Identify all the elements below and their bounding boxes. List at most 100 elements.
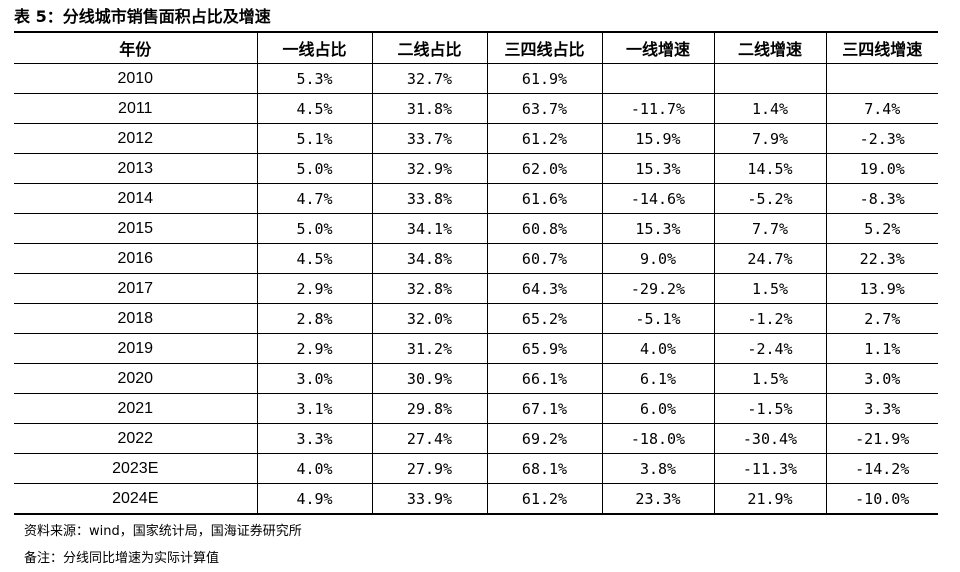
value-cell: 61.6%: [486, 183, 603, 214]
value-cell: 34.1%: [371, 213, 488, 244]
value-cell: 3.3%: [256, 423, 373, 454]
value-cell: 33.9%: [371, 483, 488, 515]
value-cell: 9.0%: [601, 243, 715, 274]
year-cell: 2010: [14, 63, 258, 94]
value-cell: 5.3%: [256, 63, 373, 94]
value-cell: 65.2%: [486, 303, 603, 334]
value-cell: 32.7%: [371, 63, 488, 94]
sales-area-share-table: 年份 一线占比 二线占比 三四线占比 一线增速 二线增速 三四线增速 2010 5…: [14, 33, 938, 515]
value-cell: 1.5%: [713, 363, 827, 394]
value-cell: 32.0%: [371, 303, 488, 334]
value-cell: [825, 63, 938, 94]
value-cell: 66.1%: [486, 363, 603, 394]
value-cell: -11.7%: [601, 93, 715, 124]
value-cell: [601, 63, 715, 94]
table-body: 2010 5.3% 32.7% 61.9% 2011 4.5% 31.8% 63.7% -11.…: [14, 63, 938, 515]
top-rule: [14, 31, 938, 33]
remark-note: 备注：分线同比增速为实际计算值: [24, 551, 220, 566]
source-note: 资料来源：wind，国家统计局，国海证券研究所: [24, 524, 302, 539]
value-cell: 31.2%: [371, 333, 488, 364]
table-row: 2013 5.0% 32.9% 62.0% 15.3% 14.5% 19.0%: [14, 153, 938, 184]
value-cell: 61.2%: [486, 123, 603, 154]
value-cell: 67.1%: [486, 393, 603, 424]
value-cell: 30.9%: [371, 363, 488, 394]
value-cell: 31.8%: [371, 93, 488, 124]
value-cell: 3.3%: [825, 393, 938, 424]
table-row: 2024E 4.9% 33.9% 61.2% 23.3% 21.9% -10.0%: [14, 483, 938, 515]
year-cell: 2018: [14, 303, 258, 334]
table-row: 2018 2.8% 32.0% 65.2% -5.1% -1.2% 2.7%: [14, 303, 938, 334]
value-cell: 19.0%: [825, 153, 938, 184]
value-cell: 2.7%: [825, 303, 938, 334]
header-cell-tier2-growth: 二线增速: [713, 33, 827, 64]
value-cell: 27.4%: [371, 423, 488, 454]
year-cell: 2019: [14, 333, 258, 364]
header-cell-tier34-growth: 三四线增速: [825, 33, 938, 64]
value-cell: 4.9%: [256, 483, 373, 515]
table-row: 2016 4.5% 34.8% 60.7% 9.0% 24.7% 22.3%: [14, 243, 938, 274]
value-cell: 6.1%: [601, 363, 715, 394]
year-cell: 2021: [14, 393, 258, 424]
value-cell: 5.0%: [256, 153, 373, 184]
value-cell: 65.9%: [486, 333, 603, 364]
value-cell: 1.4%: [713, 93, 827, 124]
value-cell: [713, 63, 827, 94]
value-cell: -21.9%: [825, 423, 938, 454]
header-cell-tier1-share: 一线占比: [256, 33, 373, 64]
value-cell: 62.0%: [486, 153, 603, 184]
table-row: 2017 2.9% 32.8% 64.3% -29.2% 1.5% 13.9%: [14, 273, 938, 304]
value-cell: 23.3%: [601, 483, 715, 515]
table-row: 2014 4.7% 33.8% 61.6% -14.6% -5.2% -8.3%: [14, 183, 938, 214]
year-cell: 2020: [14, 363, 258, 394]
value-cell: 14.5%: [713, 153, 827, 184]
value-cell: 4.5%: [256, 243, 373, 274]
header-cell-tier34-share: 三四线占比: [486, 33, 603, 64]
value-cell: -10.0%: [825, 483, 938, 515]
year-cell: 2024E: [14, 483, 258, 515]
value-cell: 5.1%: [256, 123, 373, 154]
header-cell-year: 年份: [14, 33, 258, 64]
value-cell: -11.3%: [713, 453, 827, 484]
value-cell: -18.0%: [601, 423, 715, 454]
value-cell: -5.2%: [713, 183, 827, 214]
year-cell: 2012: [14, 123, 258, 154]
value-cell: 15.9%: [601, 123, 715, 154]
table-row: 2019 2.9% 31.2% 65.9% 4.0% -2.4% 1.1%: [14, 333, 938, 364]
year-cell: 2023E: [14, 453, 258, 484]
table-row: 2015 5.0% 34.1% 60.8% 15.3% 7.7% 5.2%: [14, 213, 938, 244]
value-cell: 33.7%: [371, 123, 488, 154]
table-title: 表 5：分线城市销售面积占比及增速: [14, 7, 271, 26]
value-cell: 1.1%: [825, 333, 938, 364]
value-cell: 6.0%: [601, 393, 715, 424]
value-cell: -14.2%: [825, 453, 938, 484]
value-cell: 32.8%: [371, 273, 488, 304]
value-cell: 60.7%: [486, 243, 603, 274]
value-cell: 64.3%: [486, 273, 603, 304]
value-cell: 7.7%: [713, 213, 827, 244]
value-cell: 27.9%: [371, 453, 488, 484]
header-cell-tier2-share: 二线占比: [371, 33, 488, 64]
value-cell: -2.4%: [713, 333, 827, 364]
value-cell: 63.7%: [486, 93, 603, 124]
value-cell: -2.3%: [825, 123, 938, 154]
value-cell: -8.3%: [825, 183, 938, 214]
table-row: 2022 3.3% 27.4% 69.2% -18.0% -30.4% -21.9%: [14, 423, 938, 454]
value-cell: 24.7%: [713, 243, 827, 274]
table-row: 2023E 4.0% 27.9% 68.1% 3.8% -11.3% -14.2%: [14, 453, 938, 484]
table-row: 2010 5.3% 32.7% 61.9%: [14, 63, 938, 94]
value-cell: 7.9%: [713, 123, 827, 154]
value-cell: 69.2%: [486, 423, 603, 454]
value-cell: 15.3%: [601, 213, 715, 244]
header-cell-tier1-growth: 一线增速: [601, 33, 715, 64]
value-cell: 7.4%: [825, 93, 938, 124]
value-cell: -30.4%: [713, 423, 827, 454]
value-cell: 5.2%: [825, 213, 938, 244]
value-cell: 4.5%: [256, 93, 373, 124]
value-cell: 2.8%: [256, 303, 373, 334]
year-cell: 2016: [14, 243, 258, 274]
value-cell: 68.1%: [486, 453, 603, 484]
value-cell: -14.6%: [601, 183, 715, 214]
year-cell: 2014: [14, 183, 258, 214]
value-cell: -1.5%: [713, 393, 827, 424]
value-cell: 61.2%: [486, 483, 603, 515]
